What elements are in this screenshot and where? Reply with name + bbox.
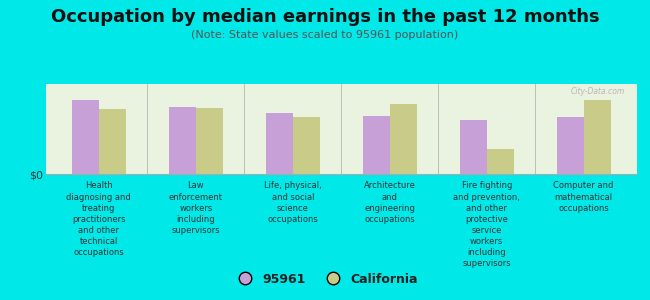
Bar (556, 117, 584, 174)
Bar (363, 116, 390, 174)
Bar (390, 104, 417, 174)
Bar (460, 120, 487, 174)
Text: Fire fighting
and prevention,
and other
protective
service
workers
including
sup: Fire fighting and prevention, and other … (453, 182, 520, 268)
Text: Health
diagnosing and
treating
practitioners
and other
technical
occupations: Health diagnosing and treating practitio… (66, 182, 131, 257)
Text: City-Data.com: City-Data.com (571, 87, 625, 96)
Text: Architecture
and
engineering
occupations: Architecture and engineering occupations (364, 182, 415, 224)
Bar (196, 108, 223, 174)
Bar (487, 149, 514, 174)
Text: Life, physical,
and social
science
occupations: Life, physical, and social science occup… (264, 182, 322, 224)
Bar (292, 117, 320, 174)
Text: Computer and
mathematical
occupations: Computer and mathematical occupations (554, 182, 614, 213)
Text: Occupation by median earnings in the past 12 months: Occupation by median earnings in the pas… (51, 8, 599, 26)
Bar (99, 109, 126, 174)
Text: Law
enforcement
workers
including
supervisors: Law enforcement workers including superv… (169, 182, 223, 235)
Bar (584, 100, 611, 174)
Bar (266, 113, 292, 174)
Legend: 95961, California: 95961, California (227, 268, 423, 291)
Bar (72, 100, 99, 174)
Bar (168, 106, 196, 174)
Text: (Note: State values scaled to 95961 population): (Note: State values scaled to 95961 popu… (191, 30, 459, 40)
